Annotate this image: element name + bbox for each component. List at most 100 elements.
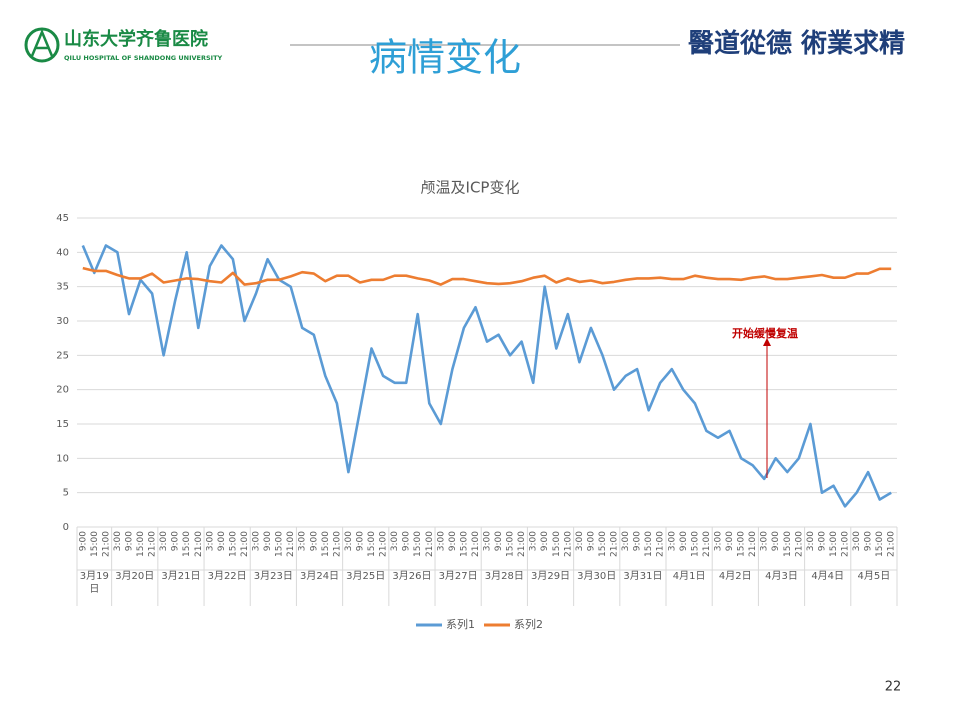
x-tick-label: 3:00	[806, 531, 816, 551]
x-tick-label: 15:00	[367, 531, 377, 557]
x-tick-label: 21:00	[379, 531, 389, 557]
x-tick-label: 9:00	[402, 531, 412, 551]
date-cell: 3月31日	[623, 571, 663, 582]
x-tick-label: 15:00	[228, 531, 238, 557]
x-group-label: 3月21日	[161, 571, 201, 582]
x-tick-label: 15:00	[321, 531, 331, 557]
x-tick-label: 15:00	[136, 531, 146, 557]
x-tick-label: 15:00	[275, 531, 285, 557]
x-tick-label: 3:00	[667, 531, 677, 551]
x-tick-label: 21:00	[471, 531, 481, 557]
x-tick-label: 9:00	[864, 531, 874, 551]
x-tick-label: 3:00	[852, 531, 862, 551]
date-cell: 4月1日	[672, 571, 706, 582]
x-tick-label: 3:00	[760, 531, 770, 551]
annotation-arrowhead	[763, 338, 771, 346]
date-cell: 3月21日	[161, 571, 201, 582]
x-tick-label: 21:00	[887, 531, 897, 557]
date-cell: 3月28日	[484, 571, 524, 582]
x-tick-label: 21:00	[563, 531, 573, 557]
y-tick-label: 15	[56, 419, 69, 430]
x-tick-label: 9:00	[771, 531, 781, 551]
x-tick-label: 21:00	[610, 531, 620, 557]
x-tick-label: 15:00	[90, 531, 100, 557]
x-tick-label: 9:00	[171, 531, 181, 551]
y-tick-label: 10	[56, 453, 69, 464]
series-line	[81, 244, 892, 508]
date-cell: 4月3日	[765, 571, 798, 582]
x-tick-label: 3:00	[298, 531, 308, 551]
x-tick-label: 21:00	[841, 531, 851, 557]
x-tick-label: 9:00	[725, 531, 735, 551]
x-tick-label: 3:00	[252, 531, 262, 551]
x-group-label: 3月25日	[346, 571, 386, 582]
motto: 醫道從德 術業求精	[688, 28, 905, 59]
x-group-label: 3月20日	[115, 571, 155, 582]
x-group-label: 4月3日	[765, 571, 798, 582]
x-tick-label: 3:00	[621, 531, 631, 551]
x-tick-label: 9:00	[309, 531, 319, 551]
x-tick-label: 15:00	[506, 531, 516, 557]
logo-glyph	[30, 28, 54, 57]
x-group-label: 3月22日	[207, 571, 247, 582]
x-tick-label: 21:00	[194, 531, 204, 557]
date-cell: 3月24日	[300, 571, 339, 582]
x-group-label: 3月19日	[79, 571, 109, 595]
legend-label: 系列2	[514, 617, 543, 631]
x-tick-label: 3:00	[575, 531, 585, 551]
legend-label: 系列1	[446, 617, 475, 631]
x-tick-label: 15:00	[459, 531, 469, 557]
date-cell: 3月20日	[115, 571, 155, 582]
y-tick-label: 0	[63, 522, 69, 533]
x-group-label: 4月2日	[718, 571, 752, 582]
x-tick-label: 3:00	[529, 531, 539, 551]
date-cell: 3月19日	[79, 571, 109, 595]
date-cell: 3月26日	[392, 571, 431, 582]
x-tick-label: 15:00	[690, 531, 700, 557]
date-cell: 3月27日	[439, 571, 478, 582]
x-group-label: 3月28日	[484, 571, 524, 582]
x-tick-label: 21:00	[748, 531, 758, 557]
date-cell: 3月22日	[207, 571, 247, 582]
x-tick-label: 9:00	[679, 531, 689, 551]
x-group-label: 4月5日	[857, 571, 891, 582]
x-tick-label: 3:00	[436, 531, 446, 551]
x-tick-label: 9:00	[448, 531, 458, 551]
x-group-label: 4月4日	[811, 571, 845, 582]
x-tick-label: 15:00	[875, 531, 885, 557]
y-tick-label: 40	[56, 247, 69, 258]
x-tick-label: 3:00	[205, 531, 215, 551]
x-tick-label: 15:00	[413, 531, 423, 557]
slide-title: 病情变化	[369, 36, 521, 80]
x-tick-label: 21:00	[656, 531, 666, 557]
x-group-label: 4月1日	[672, 571, 706, 582]
x-tick-label: 9:00	[217, 531, 227, 551]
y-tick-label: 45	[56, 213, 69, 224]
x-tick-label: 21:00	[425, 531, 435, 557]
x-group-label: 3月23日	[253, 571, 293, 582]
x-tick-label: 21:00	[240, 531, 250, 557]
date-cell: 3月29日	[531, 571, 570, 582]
x-tick-label: 9:00	[124, 531, 134, 551]
series-line	[82, 266, 892, 286]
x-tick-label: 9:00	[586, 531, 596, 551]
x-tick-label: 9:00	[540, 531, 550, 551]
y-tick-label: 20	[56, 385, 69, 396]
x-tick-label: 3:00	[113, 531, 123, 551]
x-tick-label: 15:00	[644, 531, 654, 557]
y-tick-label: 30	[56, 316, 69, 327]
x-tick-label: 21:00	[148, 531, 158, 557]
date-cell: 3月25日	[346, 571, 386, 582]
logo-subtext: QILU HOSPITAL OF SHANDONG UNIVERSITY	[64, 54, 223, 62]
annotation-text: 开始缓慢复温	[732, 326, 798, 340]
x-tick-label: 9:00	[78, 531, 88, 551]
y-tick-label: 5	[63, 488, 69, 499]
x-tick-label: 9:00	[633, 531, 643, 551]
x-tick-label: 3:00	[159, 531, 169, 551]
x-tick-label: 15:00	[829, 531, 839, 557]
x-tick-label: 21:00	[517, 531, 527, 557]
x-tick-label: 3:00	[390, 531, 400, 551]
x-tick-label: 9:00	[355, 531, 365, 551]
x-group-label: 3月31日	[623, 571, 663, 582]
